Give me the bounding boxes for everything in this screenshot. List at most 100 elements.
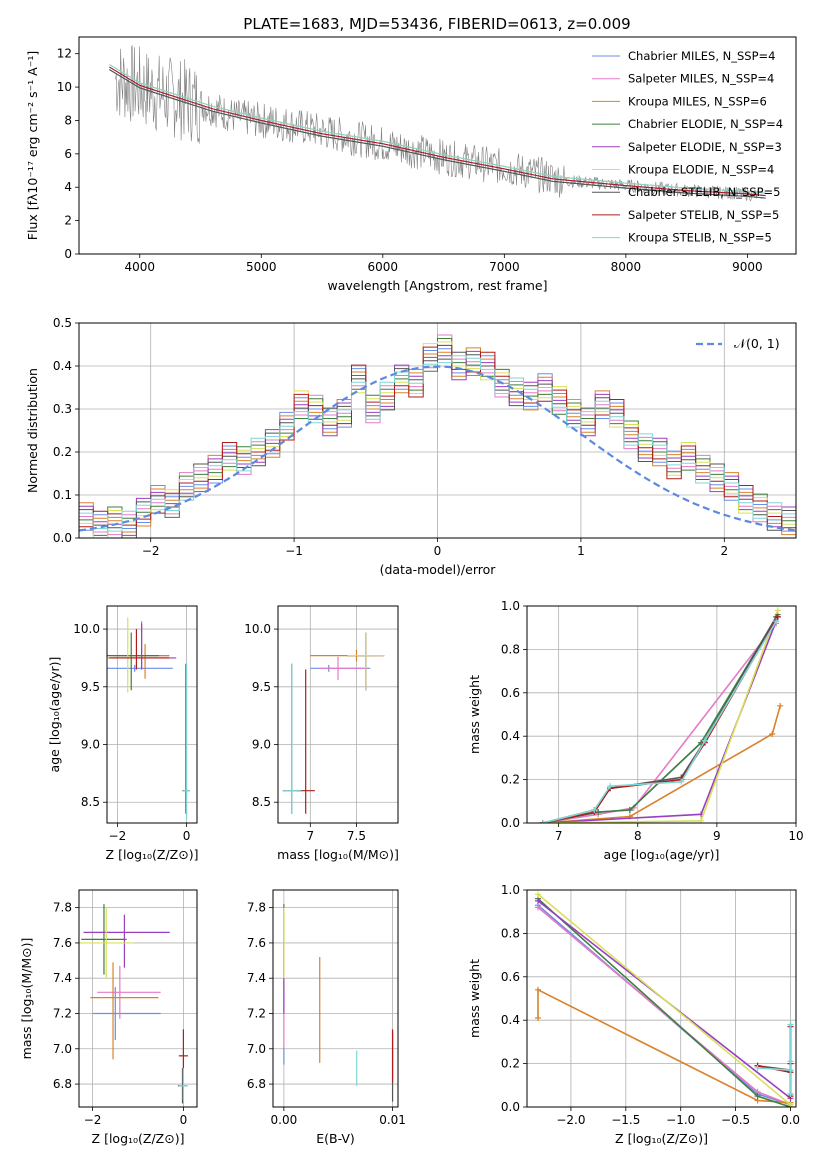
y-tick-label: 8.5 xyxy=(81,795,100,809)
y-tick-label: 0 xyxy=(64,247,72,261)
errorbar-point xyxy=(107,664,173,672)
y-tick-label: 7.8 xyxy=(53,901,72,915)
y-tick-label: 0.2 xyxy=(501,773,520,787)
weight-series xyxy=(542,622,777,823)
weight-series xyxy=(542,610,779,823)
y-tick-label: 7.0 xyxy=(247,1042,266,1056)
weight-series xyxy=(542,616,777,823)
chart-massweight_vs_Z: −2.0 −1.5 −1.0 −0.5 0.0 0.0 0.2 0.4 0.6 0.8 1.0 Z [… xyxy=(467,883,800,1146)
axes-frame xyxy=(78,889,198,1108)
errorbar-point xyxy=(319,656,366,680)
series-marker xyxy=(539,820,546,823)
y-tick-label: 0.0 xyxy=(501,1100,520,1114)
y-tick-label: 7.4 xyxy=(247,971,266,985)
y-tick-label: 6 xyxy=(64,147,72,161)
x-tick-label: 7000 xyxy=(489,260,520,274)
x-tick-label: 0.01 xyxy=(379,1113,406,1127)
series-marker xyxy=(534,1015,541,1022)
x-axis-label: wavelength [Angstrom, rest frame] xyxy=(327,278,547,293)
weight-series xyxy=(542,620,777,823)
x-tick-label: 1 xyxy=(577,544,585,558)
x-tick-label: 7.5 xyxy=(347,829,366,843)
errorbar-point xyxy=(178,1029,188,1074)
chart-massweight_vs_age: 7 8 9 10 0.0 0.2 0.4 0.6 0.8 1.0 age [log₁₀(age/yr… xyxy=(467,599,804,862)
plot-area xyxy=(539,607,784,823)
x-tick-label: 0.0 xyxy=(781,1113,800,1127)
chart-age_vs_Z: −2 0 8.5 9.0 9.5 10.0 Z [log₁₀(Z/Z⊙)] age [log₁… xyxy=(47,605,198,862)
series-marker xyxy=(754,1093,761,1100)
x-axis-label: mass [log₁₀(M/M⊙)] xyxy=(277,847,399,862)
errorbar-point xyxy=(81,904,127,975)
weight-series xyxy=(537,893,792,1106)
x-tick-label: 7 xyxy=(555,829,563,843)
model-series xyxy=(109,69,766,199)
plot-area xyxy=(79,904,188,1104)
axes-frame xyxy=(526,605,797,824)
x-tick-label: 10 xyxy=(788,829,803,843)
histogram-series xyxy=(79,338,796,536)
y-tick-label: 0.5 xyxy=(53,316,72,330)
series-marker xyxy=(626,806,633,813)
plot-area xyxy=(283,904,394,1102)
x-tick-label: 5000 xyxy=(246,260,277,274)
x-axis-label: E(B-V) xyxy=(316,1131,355,1146)
y-tick-label: 2 xyxy=(64,214,72,228)
chart-mass_vs_Z: −2 0 6.8 7.0 7.2 7.4 7.6 7.8 Z [log₁₀(Z/Z⊙)] mass… xyxy=(19,889,198,1146)
series-marker xyxy=(678,778,685,785)
model-series xyxy=(109,69,766,199)
y-tick-label: 1.0 xyxy=(501,599,520,613)
errorbar-point xyxy=(110,623,177,670)
y-tick-label: 0.0 xyxy=(501,816,520,830)
legend: Chabrier MILES, N_SSP=4 Salpeter MILES, N… xyxy=(592,49,783,245)
legend-entry: Kroupa ELODIE, N_SSP=4 xyxy=(628,163,774,177)
errorbar-point xyxy=(282,663,302,814)
y-tick-label: 0.2 xyxy=(501,1057,520,1071)
y-tick-label: 7.6 xyxy=(247,936,266,950)
errorbar-point xyxy=(108,629,170,670)
chart-spectrum: 4000 5000 6000 7000 8000 9000 0 2 4 6 8 10 12 wavelen… xyxy=(25,36,797,293)
series-marker xyxy=(534,891,541,898)
y-axis-label: Normed distribution xyxy=(25,368,40,493)
x-tick-label: −2 xyxy=(142,544,160,558)
errorbar-point xyxy=(83,914,170,968)
y-tick-label: 0.0 xyxy=(53,531,72,545)
series-marker xyxy=(534,904,541,911)
weight-series xyxy=(757,1024,792,1094)
y-tick-label: 8.5 xyxy=(252,795,271,809)
y-axis-label: age [log₁₀(age/yr)] xyxy=(47,657,62,773)
y-tick-label: 0.8 xyxy=(501,642,520,656)
errorbar-point xyxy=(183,663,191,820)
weight-series xyxy=(542,705,781,823)
x-tick-label: 0 xyxy=(434,544,442,558)
y-axis-label: mass [log₁₀(M/M⊙)] xyxy=(19,938,34,1060)
y-axis-label: Flux [fλ10⁻¹⁷ erg cm⁻² s⁻¹ A⁻¹] xyxy=(25,51,40,240)
y-tick-label: 0.6 xyxy=(501,970,520,984)
y-tick-label: 9.0 xyxy=(81,738,100,752)
weight-series xyxy=(542,616,779,823)
histogram-series xyxy=(79,351,796,538)
legend: 𝒩(0, 1) xyxy=(696,336,780,351)
y-tick-label: 7.2 xyxy=(53,1006,72,1020)
legend-entry: Kroupa STELIB, N_SSP=5 xyxy=(628,231,772,245)
series-marker xyxy=(774,613,781,620)
series-marker xyxy=(591,806,598,813)
legend-entry: Chabrier STELIB, N_SSP=5 xyxy=(628,185,780,199)
errorbar-point xyxy=(92,987,161,1040)
y-tick-label: 0.4 xyxy=(501,1013,520,1027)
series-marker xyxy=(607,783,614,790)
axes-frame xyxy=(272,889,399,1108)
y-tick-label: 1.0 xyxy=(501,883,520,897)
errorbar-point xyxy=(97,965,161,1019)
series-marker xyxy=(769,731,776,738)
plot-area xyxy=(282,632,385,814)
legend-entry: Salpeter STELIB, N_SSP=5 xyxy=(628,208,779,222)
errorbar-point xyxy=(347,632,375,691)
series-marker xyxy=(702,737,709,744)
y-tick-label: 12 xyxy=(57,47,72,61)
y-tick-label: 0.2 xyxy=(53,445,72,459)
y-tick-label: 7.2 xyxy=(247,1006,266,1020)
y-tick-label: 0.3 xyxy=(53,402,72,416)
series-marker xyxy=(774,607,781,614)
axes-frame xyxy=(106,605,198,824)
y-tick-label: 9.0 xyxy=(252,738,271,752)
